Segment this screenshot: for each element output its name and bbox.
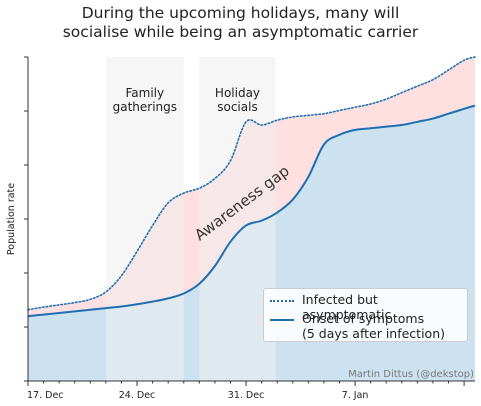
asymptomatic-line — [27, 56, 476, 311]
onset-line — [27, 104, 476, 318]
x-tick-label-3: 7. Jan — [342, 390, 369, 401]
band-label-0-line1: Family — [125, 86, 164, 100]
legend-swatch-dotted — [270, 300, 294, 302]
legend: Infected but asymptomatic Onset of sympt… — [263, 288, 468, 342]
chart-title-line1: During the upcoming holidays, many will — [81, 4, 400, 22]
chart-title: During the upcoming holidays, many will … — [0, 4, 481, 42]
legend-swatch-solid — [270, 319, 294, 321]
legend-label-onset-line2: (5 days after infection) — [302, 326, 446, 341]
y-axis-label: Population rate — [6, 183, 17, 255]
band-label-0-line2: gatherings — [113, 100, 177, 114]
legend-item-onset: Onset of symptoms (5 days after infectio… — [270, 311, 445, 341]
x-tick-label-0: 17. Dec — [27, 390, 64, 401]
legend-item-asymptomatic: Infected but asymptomatic — [270, 292, 467, 322]
x-tick-label-2: 31. Dec — [228, 390, 265, 401]
chart-title-line2: socialise while being an asymptomatic ca… — [62, 23, 419, 41]
legend-label-onset: Onset of symptoms (5 days after infectio… — [302, 311, 445, 341]
legend-label-onset-line1: Onset of symptoms — [302, 311, 425, 326]
band-0 — [105, 57, 184, 381]
credit-text: Martin Dittus (@dekstop) — [348, 369, 474, 380]
band-label-1-line1: Holiday — [215, 86, 260, 100]
x-tick-label-1: 24. Dec — [119, 390, 156, 401]
band-label-1-line2: socials — [217, 100, 257, 114]
legend-label-asymptomatic: Infected but asymptomatic — [302, 292, 392, 322]
